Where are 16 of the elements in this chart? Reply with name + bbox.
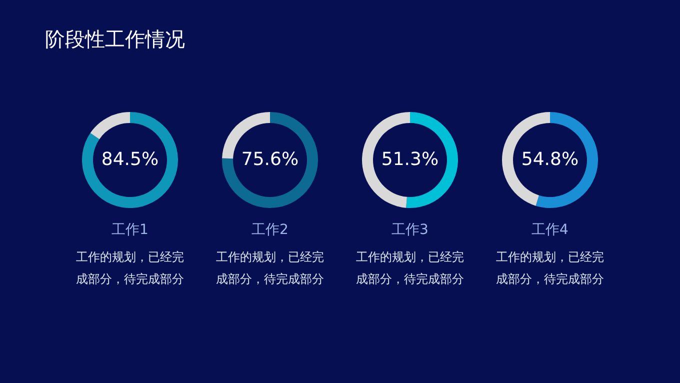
text: 工作的规划，已经完成部分，待完成部分	[216, 250, 324, 286]
data-label: 75.6%	[241, 149, 299, 170]
donut-slice	[82, 112, 178, 208]
text: 工作1	[112, 222, 148, 238]
text: 工作的规划，已经完成部分，待完成部分	[76, 250, 184, 286]
text: 工作3	[392, 222, 428, 238]
chart-title: 阶段性工作情况	[45, 27, 185, 51]
data-label: 84.5%	[101, 149, 159, 170]
data-label: 54.8%	[521, 149, 579, 170]
text: 工作的规划，已经完成部分，待完成部分	[496, 250, 604, 286]
donut-slice	[222, 112, 318, 208]
data-label: 51.3%	[381, 149, 439, 170]
text: 工作4	[532, 222, 569, 238]
text: 工作2	[252, 222, 288, 238]
donut-slice	[90, 112, 130, 140]
text: 工作的规划，已经完成部分，待完成部分	[356, 250, 464, 286]
